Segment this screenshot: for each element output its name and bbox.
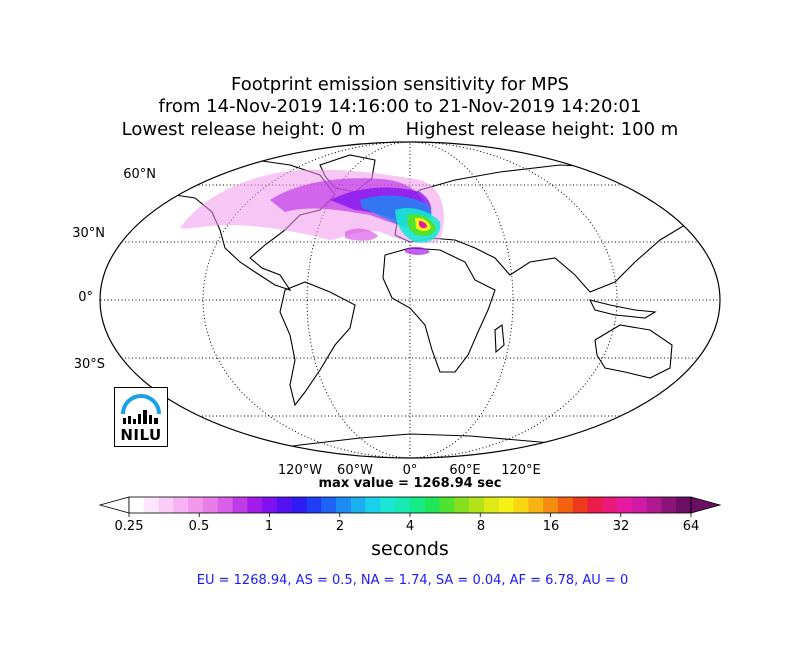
colorbar-cell <box>247 497 263 513</box>
colorbar-cell <box>676 497 692 513</box>
australia-coast <box>594 324 673 379</box>
lon-label-0: 0° <box>402 463 418 478</box>
colorbar-tick-label: 0.5 <box>188 519 210 534</box>
colorbar-cell <box>321 497 337 513</box>
lon-line-60 <box>306 142 514 458</box>
africa-coast <box>382 247 496 373</box>
colorbar-cell <box>380 497 396 513</box>
lon-label-120w: 120°W <box>277 463 323 478</box>
colorbar-cell <box>350 497 366 513</box>
lon-label-120e: 120°E <box>501 463 541 478</box>
indonesia-coast <box>588 299 657 319</box>
colorbar-cell <box>631 497 647 513</box>
colorbar-cell <box>276 497 292 513</box>
colorbar-cell <box>158 497 174 513</box>
colorbar-cell <box>395 497 411 513</box>
lat-label-equator: 0° <box>78 290 93 305</box>
north-america-coast <box>148 159 336 292</box>
colorbar-cell <box>336 497 352 513</box>
colorbar-cell <box>646 497 662 513</box>
lat-label-30s: 30°S <box>73 357 105 372</box>
footprint-plume <box>180 169 444 255</box>
colorbar-cell <box>513 497 529 513</box>
colorbar-cell <box>217 497 233 513</box>
colorbar-cell <box>188 497 204 513</box>
colorbar-tick-label: 32 <box>612 519 630 534</box>
max-value-label: max value = 1268.94 sec <box>318 476 502 491</box>
region-stats: EU = 1268.94, AS = 0.5, NA = 1.74, SA = … <box>196 573 629 588</box>
map-boundary <box>99 141 721 459</box>
colorbar-cell <box>143 497 159 513</box>
chart-title-line2: from 14-Nov-2019 14:16:00 to 21-Nov-2019… <box>158 96 642 117</box>
lon-line-120 <box>202 142 618 458</box>
colorbar-tick-label: 1 <box>264 519 274 534</box>
nilu-logo-icon <box>121 394 161 424</box>
colorbar-cell <box>528 497 544 513</box>
colorbar-cell <box>661 497 677 513</box>
lon-label-60w: 60°W <box>337 463 373 478</box>
eurasia-coast <box>394 164 706 293</box>
colorbar-cells <box>98 496 722 514</box>
chart-title-line1: Footprint emission sensitivity for MPS <box>231 74 569 95</box>
colorbar-cell <box>557 497 573 513</box>
colorbar-tick-label: 4 <box>405 519 415 534</box>
colorbar-tick-label: 0.25 <box>114 519 144 534</box>
nilu-logo-text: NILU <box>120 426 162 444</box>
madagascar-coast <box>494 324 505 354</box>
colorbar-cell <box>572 497 588 513</box>
colorbar-cell <box>543 497 559 513</box>
lat-label-30n: 30°N <box>72 226 105 241</box>
nilu-logo: NILU <box>114 387 168 447</box>
colorbar-cell <box>173 497 189 513</box>
colorbar-cell <box>498 497 514 513</box>
colorbar-cell <box>365 497 381 513</box>
colorbar-cell <box>439 497 455 513</box>
colorbar-tick-label: 2 <box>335 519 345 534</box>
colorbar-cell <box>202 497 219 513</box>
colorbar-cell <box>617 497 633 513</box>
colorbar-cell <box>483 497 500 513</box>
colorbar-tick-label: 16 <box>542 519 560 534</box>
colorbar-cell <box>129 497 145 513</box>
colorbar-label: seconds <box>371 538 449 560</box>
colorbar-cell <box>469 497 485 513</box>
colorbar-cell <box>291 497 307 513</box>
colorbar-cell <box>587 497 603 513</box>
colorbar-cell <box>602 497 618 513</box>
colorbar-cell <box>306 497 322 513</box>
colorbar-tick-label: 64 <box>682 519 700 534</box>
colorbar-cell <box>454 497 470 513</box>
south-america-coast <box>279 281 356 407</box>
colorbar-tick-label: 8 <box>476 519 486 534</box>
colorbar-extend-min <box>98 496 130 514</box>
lon-label-60e: 60°E <box>449 463 481 478</box>
colorbar-cell <box>232 497 248 513</box>
colorbar-ticks <box>128 513 692 517</box>
colorbar-extend-max <box>690 496 722 514</box>
colorbar-cell <box>262 497 278 513</box>
colorbar-cell <box>424 497 440 513</box>
colorbar-cell <box>410 497 426 513</box>
chart-title-line3: Lowest release height: 0 m Highest relea… <box>121 119 679 140</box>
lat-label-60n: 60°N <box>123 167 156 182</box>
